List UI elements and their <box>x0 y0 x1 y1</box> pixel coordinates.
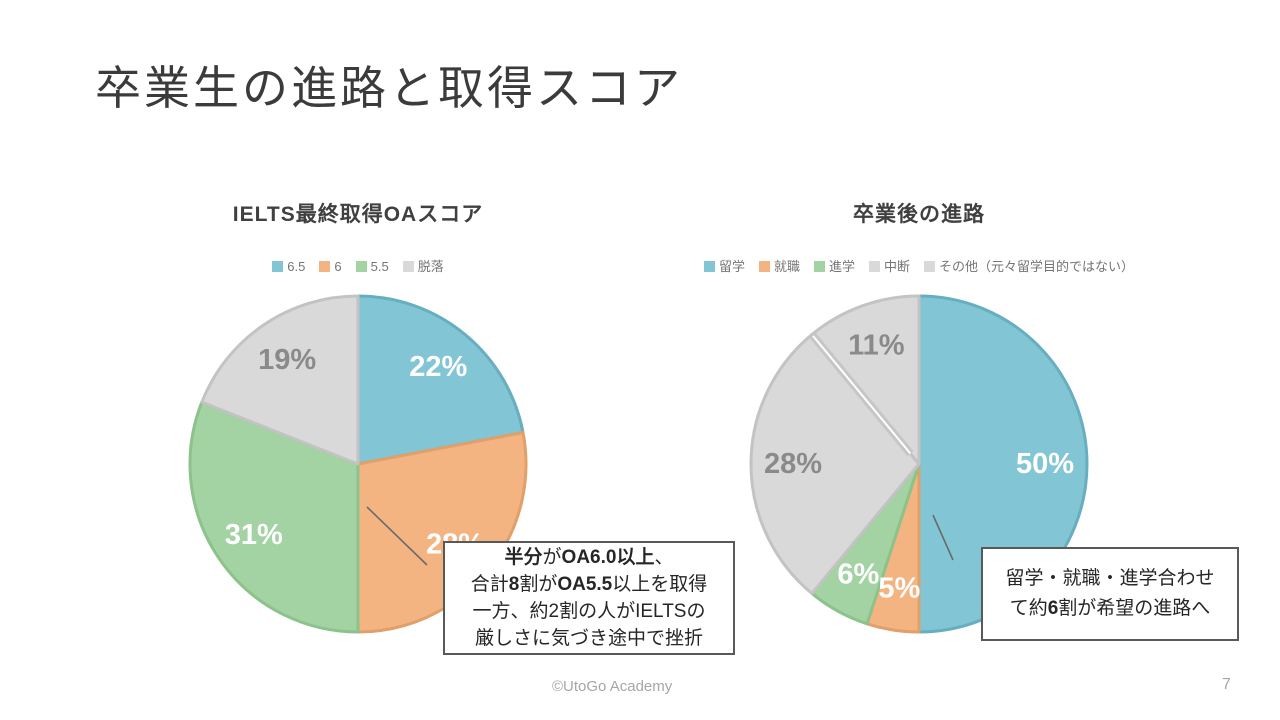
legend-swatch-icon <box>272 261 284 272</box>
annotation-text: 以上を取得 <box>612 574 708 595</box>
legend-swatch-icon <box>355 261 367 272</box>
annotation-line: 一方、約2割の人がIELTSの <box>445 598 733 625</box>
annotation-text: 厳しさに気づき途中で挫折 <box>474 628 703 649</box>
legend-label: その他（元々留学目的ではない） <box>939 259 1135 274</box>
legend-item: 脱落 <box>402 256 444 275</box>
legend-swatch-icon <box>869 261 880 272</box>
annotation-text: 半分 <box>504 547 543 568</box>
legend-item: 6 <box>319 259 342 274</box>
pie-slice-脱落 <box>200 294 360 466</box>
pie-value-label: 28% <box>764 448 822 480</box>
legend-swatch-icon <box>758 261 770 272</box>
right-chart-legend: 留学 就職 進学 中断 その他（元々留学目的ではない） <box>659 256 1179 275</box>
callout-leader-line <box>366 506 428 566</box>
annotation-text: 留学・就職・進学合わせ <box>1005 568 1215 589</box>
pie-value-label: 31% <box>225 519 283 551</box>
pie-value-label: 5% <box>878 572 920 604</box>
annotation-text: OA6.0以上 <box>561 547 655 568</box>
callout-leader-line <box>932 514 954 561</box>
legend-swatch-icon <box>924 261 936 272</box>
legend-item: その他（元々留学目的ではない） <box>924 256 1134 275</box>
legend-swatch-icon <box>813 261 825 272</box>
legend-swatch-icon <box>402 261 414 272</box>
legend-label: 5.5 <box>370 259 389 274</box>
left-annotation-box: 半分がOA6.0以上、 合計8割がOA5.5以上を取得 一方、約2割の人がIELTS… <box>443 541 735 655</box>
legend-label: 就職 <box>773 259 800 274</box>
annotation-text: て約 <box>1009 598 1048 619</box>
pie-slice-5.5 <box>188 400 360 634</box>
annotation-line: 留学・就職・進学合わせ <box>983 564 1237 594</box>
pie-slice-6.5 <box>356 294 525 466</box>
annotation-text: 、 <box>654 547 674 568</box>
legend-item: 5.5 <box>355 259 389 274</box>
legend-label: 進学 <box>828 259 855 274</box>
pie-value-label: 19% <box>258 344 316 376</box>
slide-title: 卒業生の進路と取得スコア <box>95 62 683 114</box>
pie-slice-中断 <box>749 333 921 595</box>
pie-value-label: 11% <box>848 329 905 361</box>
annotation-line: 半分がOA6.0以上、 <box>445 544 733 571</box>
left-chart-legend: 6.5 6 5.5 脱落 <box>128 256 588 275</box>
legend-item: 就職 <box>758 256 800 275</box>
pie-value-label: 6% <box>837 558 879 590</box>
legend-label: 中断 <box>884 259 911 274</box>
left-pie-chart: 22%28%31%19% <box>188 294 528 634</box>
right-chart-title: 卒業後の進路 <box>853 203 985 226</box>
right-annotation-box: 留学・就職・進学合わせて約6割が希望の進路へ <box>981 547 1239 641</box>
page-number: 7 <box>1222 676 1231 693</box>
left-chart: IELTS最終取得OAスコア 6.565.5脱落 22%28%31%19% <box>128 202 588 634</box>
legend-label: 6.5 <box>287 259 306 274</box>
annotation-text: OA5.5 <box>557 574 613 595</box>
annotation-text: 一方、約2割の人がIELTSの <box>472 601 706 622</box>
slice-divider-gap <box>812 335 912 455</box>
annotation-line: て約6割が希望の進路へ <box>983 594 1237 624</box>
pie-value-label: 22% <box>409 351 467 383</box>
legend-label: 留学 <box>718 259 745 274</box>
footer-copyright: ©UtoGo Academy <box>552 678 673 695</box>
legend-item: 6.5 <box>272 259 305 274</box>
legend-item: 進学 <box>813 256 855 275</box>
annotation-line: 厳しさに気づき途中で挫折 <box>445 625 733 652</box>
annotation-text: 割が <box>519 574 558 595</box>
legend-label: 6 <box>334 259 342 274</box>
legend-item: 留学 <box>703 256 745 275</box>
annotation-text: 割が希望の進路へ <box>1058 598 1211 619</box>
legend-item: 中断 <box>869 256 910 275</box>
pie-slice-その他（元々留学目的ではない） <box>810 294 921 466</box>
annotation-text: 合計 <box>470 574 509 595</box>
legend-swatch-icon <box>703 261 715 272</box>
left-chart-title: IELTS最終取得OAスコア <box>232 203 484 226</box>
legend-label: 脱落 <box>417 259 444 274</box>
annotation-text: 6 <box>1047 598 1059 619</box>
annotation-text: 8 <box>508 574 520 595</box>
legend-swatch-icon <box>319 261 331 272</box>
right-pie-chart: 50% 5%6% 28% 11% <box>749 294 1089 634</box>
right-chart: 卒業後の進路 留学 就職 進学 中断 その他（元々留学目的ではない） 50% 5% 6% 28… <box>659 202 1179 634</box>
pie-value-label: 50% <box>1016 448 1074 480</box>
annotation-text: が <box>542 547 562 568</box>
annotation-line: 合計8割がOA5.5以上を取得 <box>445 571 733 598</box>
